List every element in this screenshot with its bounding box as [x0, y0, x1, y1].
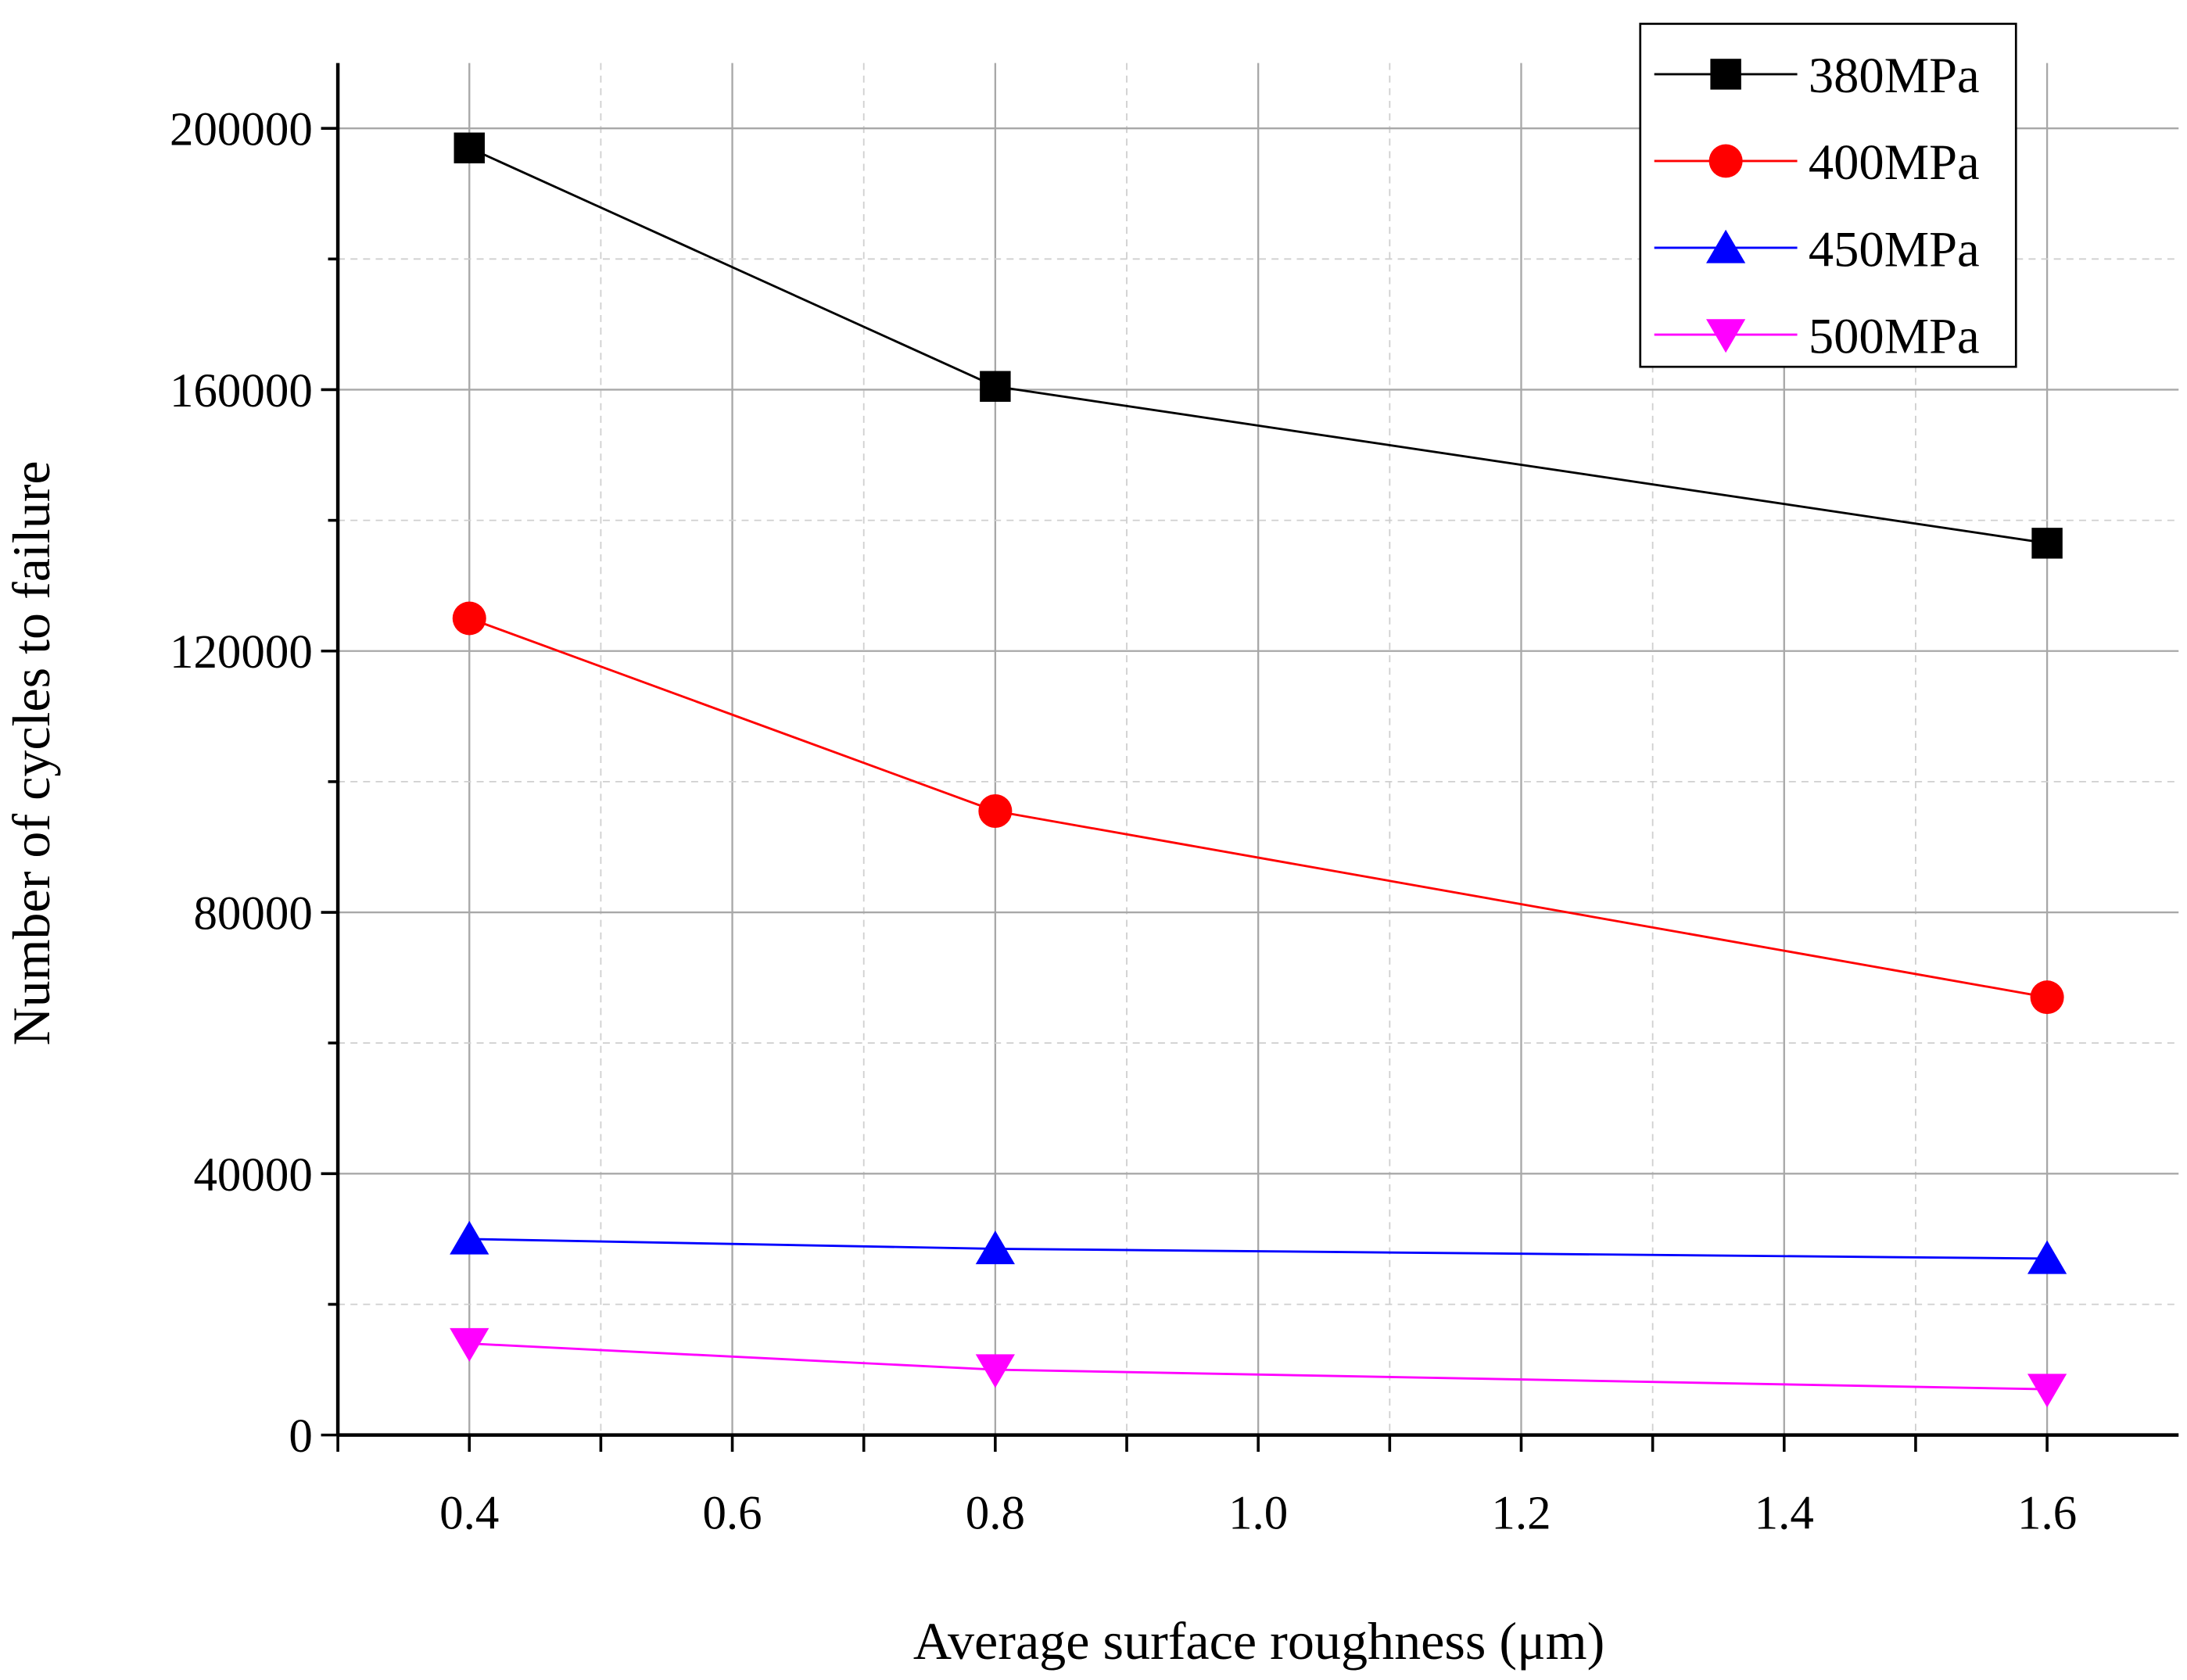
data-point-380MPa	[454, 132, 485, 163]
legend-marker-400MPa	[1708, 144, 1743, 178]
y-tick-label: 0	[289, 1410, 312, 1463]
legend-label-380MPa: 380MPa	[1809, 48, 1980, 103]
x-tick-label: 1.6	[2017, 1488, 2077, 1540]
x-tick-label: 0.8	[966, 1488, 1025, 1540]
y-tick-label: 40000	[193, 1149, 312, 1202]
data-point-500MPa	[975, 1354, 1015, 1388]
legend-label-500MPa: 500MPa	[1809, 308, 1980, 364]
data-point-450MPa	[2027, 1240, 2067, 1274]
data-point-500MPa	[2027, 1374, 2067, 1408]
data-point-400MPa	[452, 601, 486, 636]
data-point-380MPa	[2031, 528, 2063, 559]
y-tick-label: 120000	[170, 626, 313, 679]
legend-marker-380MPa	[1710, 59, 1741, 90]
legend-marker-450MPa	[1706, 229, 1746, 263]
tick-labels: 0 40000 80000 120000 160000 200000 0.4 0.6 0.8 1.…	[170, 104, 2077, 1540]
axes	[321, 63, 2179, 1453]
legend: 380MPa 400MPa 450MPa 500MPa	[1639, 23, 2017, 368]
y-tick-label: 160000	[170, 365, 313, 417]
data-point-450MPa	[450, 1220, 489, 1255]
x-tick-label: 0.6	[702, 1488, 762, 1540]
x-tick-label: 1.2	[1491, 1488, 1551, 1540]
data-point-500MPa	[450, 1327, 489, 1362]
data-point-400MPa	[2030, 980, 2064, 1015]
x-axis-title: Average surface roughness (μm)	[913, 1611, 1604, 1671]
x-tick-label: 0.4	[439, 1488, 499, 1540]
legend-marker-500MPa	[1706, 319, 1746, 353]
series-layer	[450, 132, 2067, 1408]
y-tick-label: 80000	[193, 888, 312, 940]
x-tick-label: 1.0	[1228, 1488, 1288, 1540]
y-axis-title: Number of cycles to failure	[2, 460, 61, 1045]
legend-label-400MPa: 400MPa	[1809, 134, 1980, 190]
x-tick-label: 1.4	[1755, 1488, 1814, 1540]
data-point-380MPa	[980, 371, 1011, 402]
y-tick-label: 200000	[170, 104, 313, 156]
data-point-400MPa	[978, 793, 1013, 828]
legend-label-450MPa: 450MPa	[1809, 221, 1980, 277]
legend-box	[1639, 23, 2017, 368]
data-point-450MPa	[975, 1230, 1015, 1265]
